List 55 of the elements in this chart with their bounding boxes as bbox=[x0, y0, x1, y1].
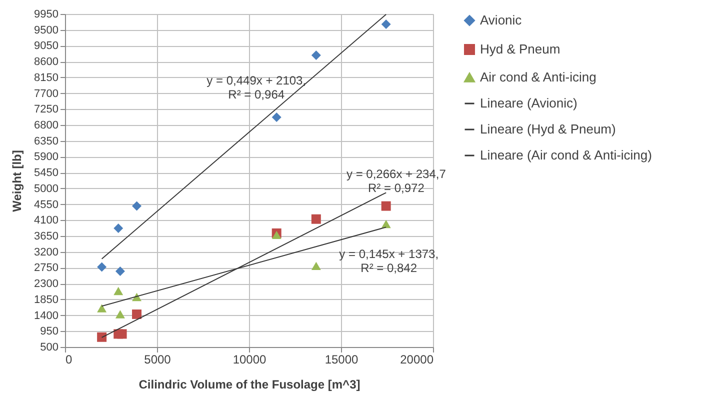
point bbox=[97, 332, 107, 342]
annotation: y = 0,266x + 234,7 R² = 0,972 bbox=[346, 166, 446, 195]
y-tick-label: 2750 bbox=[34, 262, 58, 274]
point bbox=[114, 286, 124, 296]
legend-label: Avionic bbox=[480, 12, 522, 28]
point bbox=[117, 329, 127, 339]
point bbox=[97, 262, 107, 272]
y-tick-label: 9950 bbox=[34, 8, 58, 20]
point bbox=[115, 310, 125, 318]
legend-label: Lineare (Avionic) bbox=[480, 96, 578, 110]
point bbox=[114, 224, 124, 233]
y-tick-label: 7700 bbox=[34, 88, 58, 100]
point bbox=[272, 230, 282, 240]
point bbox=[381, 201, 391, 211]
y-tick-label: 3200 bbox=[34, 246, 58, 258]
y-tick-label: 9050 bbox=[34, 40, 58, 52]
point bbox=[132, 201, 142, 211]
point bbox=[311, 214, 321, 224]
y-tick-label: 7250 bbox=[34, 104, 58, 116]
y-tick-label: 500 bbox=[40, 342, 58, 354]
point bbox=[132, 309, 142, 319]
x-axis-title: Cilindric Volume of the Fusolage [m^3] bbox=[138, 378, 360, 392]
y-tick-label: 6350 bbox=[34, 135, 58, 148]
y-tick-label: 1850 bbox=[34, 294, 58, 306]
point bbox=[97, 304, 107, 312]
annotation: y = 0,449x + 2103, R² = 0,964 bbox=[206, 74, 306, 102]
y-tick-label: 4100 bbox=[34, 214, 58, 227]
legend-label: Lineare (Air cond & Anti-icing) bbox=[480, 148, 652, 162]
y-tick-label: 1400 bbox=[34, 310, 58, 322]
point bbox=[311, 262, 321, 270]
x-tick-label: 0 bbox=[66, 352, 72, 366]
legend-label: Lineare (Hyd & Pneum) bbox=[480, 122, 616, 136]
annotation: y = 0,145x + 1373, R² = 0,842 bbox=[339, 246, 439, 275]
y-tick-label: 9500 bbox=[34, 24, 58, 36]
point bbox=[115, 266, 125, 276]
y-tick-label: 3650 bbox=[34, 230, 58, 242]
y-tick-label: 4550 bbox=[34, 198, 58, 211]
x-tick-label: 15000 bbox=[324, 352, 359, 366]
y-axis-title: Weight [lb] bbox=[10, 150, 24, 212]
y-tick-label: 8600 bbox=[34, 56, 58, 68]
y-tick-label: 2300 bbox=[34, 278, 58, 290]
y-tick-label: 5900 bbox=[34, 151, 58, 164]
y-tick-label: 5000 bbox=[34, 182, 58, 195]
legend-label: Air cond & Anti-icing bbox=[480, 70, 596, 84]
x-tick-label: 5000 bbox=[144, 352, 172, 366]
x-tick-label: 10000 bbox=[232, 352, 267, 366]
y-tick-label: 8150 bbox=[34, 72, 58, 84]
y-tick-label: 5450 bbox=[34, 167, 58, 180]
point bbox=[311, 50, 321, 60]
point bbox=[272, 112, 282, 122]
y-tick-label: 950 bbox=[40, 326, 58, 338]
point bbox=[381, 19, 391, 29]
y-tick-label: 6800 bbox=[34, 120, 58, 132]
x-tick-label: 20000 bbox=[400, 352, 434, 366]
legend-label: Hyd & Pneum bbox=[480, 42, 560, 56]
